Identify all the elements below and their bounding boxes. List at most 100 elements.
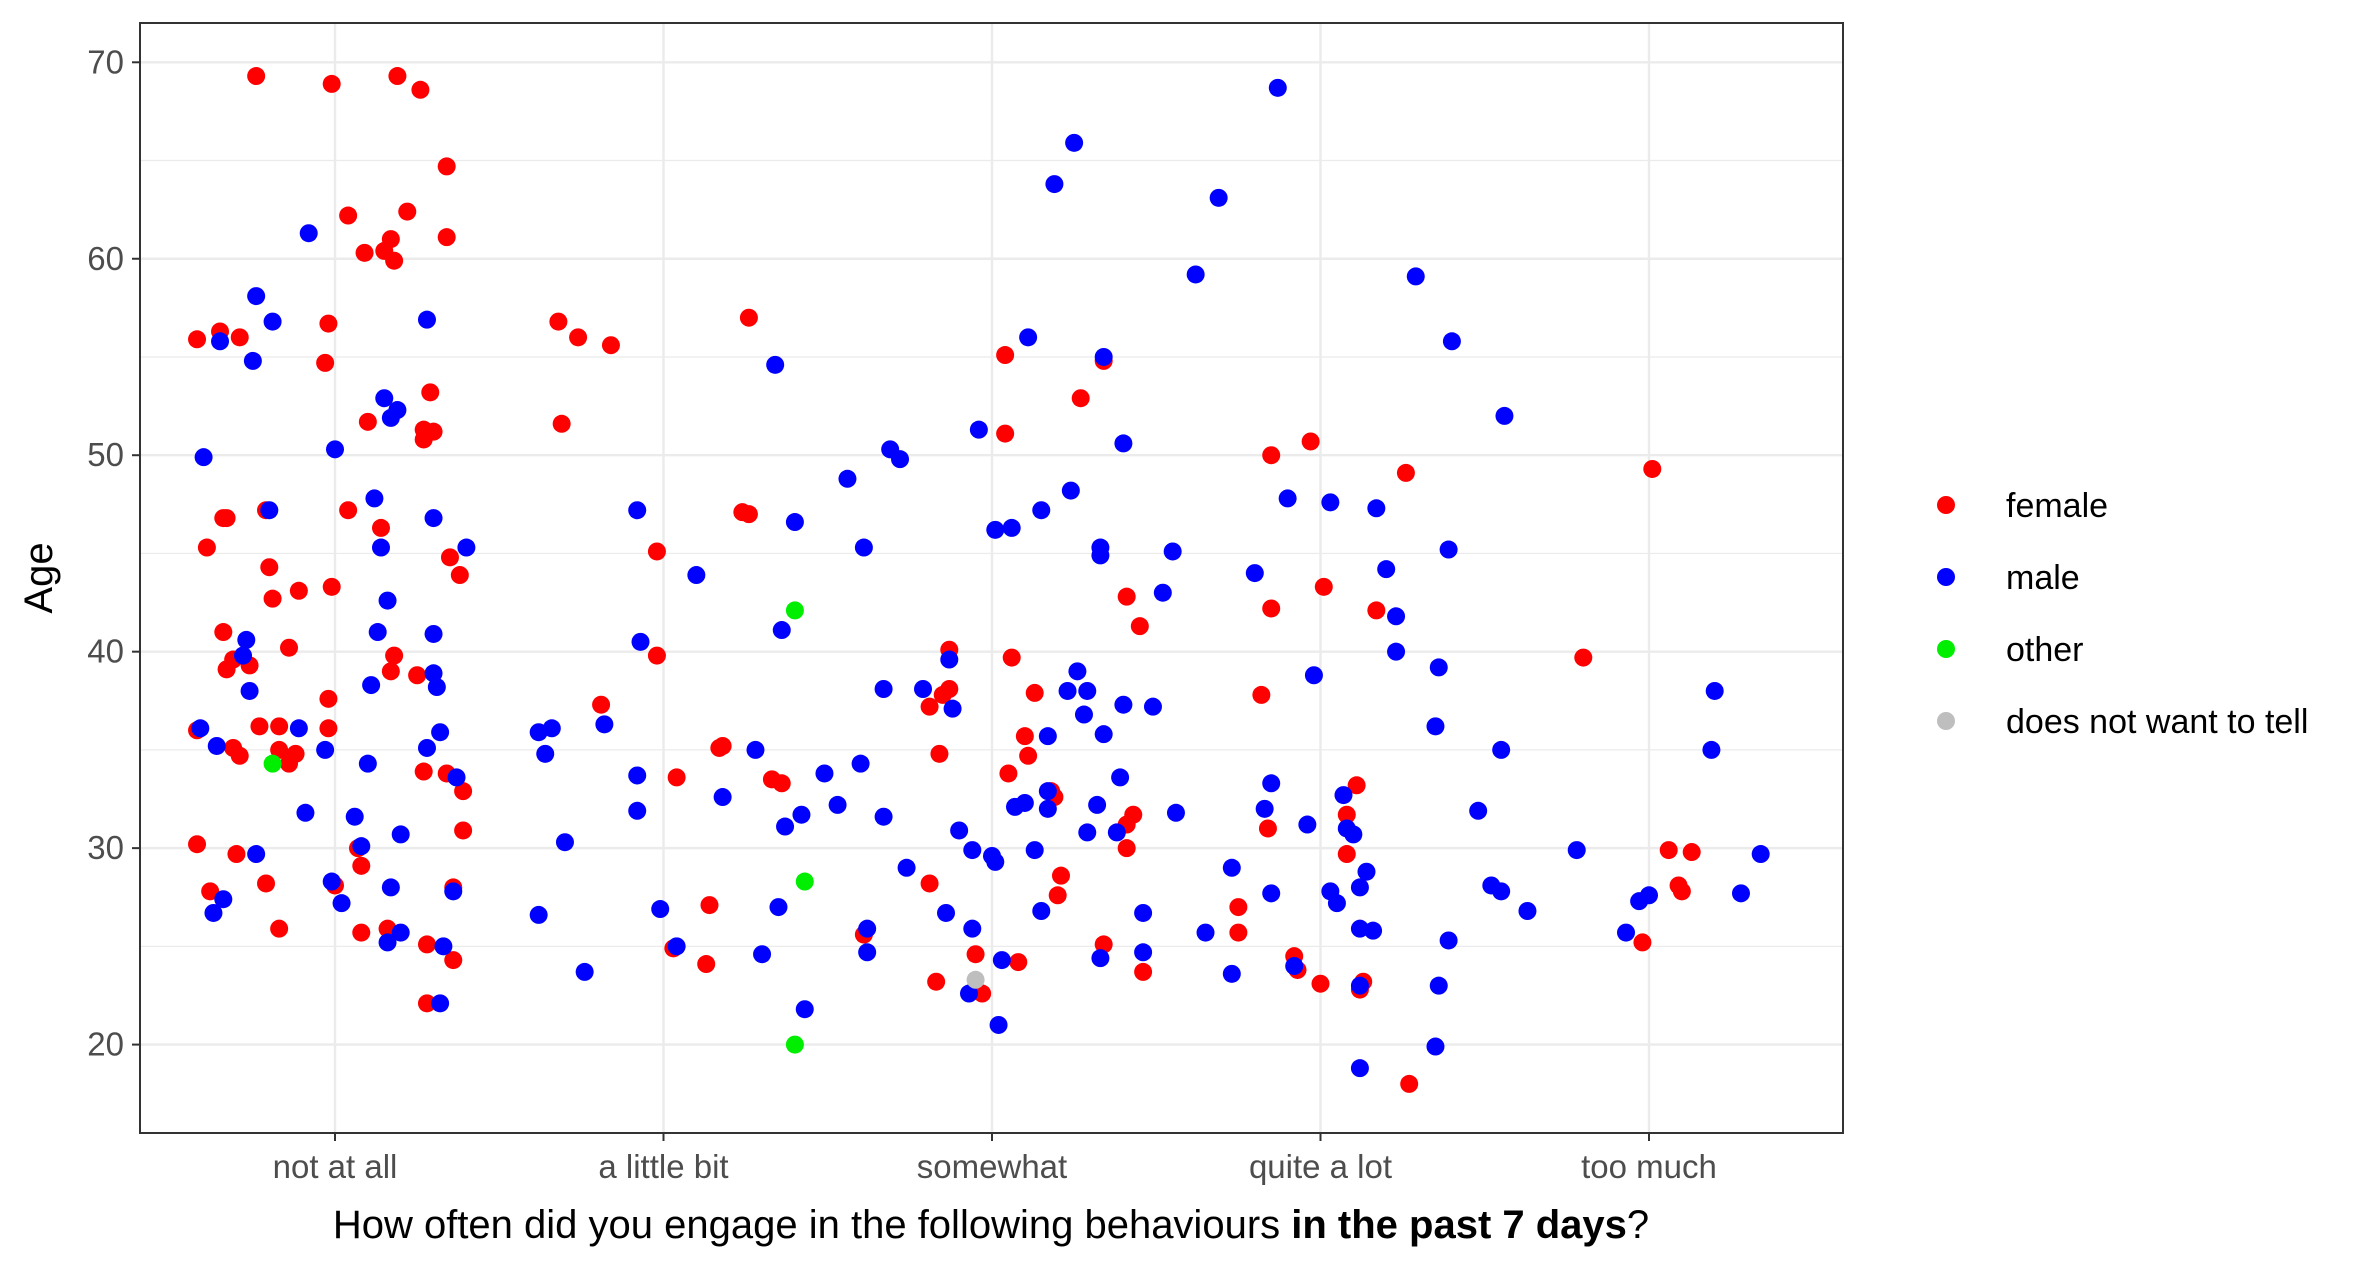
point-male xyxy=(1222,964,1241,983)
point-male xyxy=(1262,774,1281,793)
point-male xyxy=(1038,782,1057,801)
x-tick-label: somewhat xyxy=(917,1148,1067,1185)
point-female xyxy=(1314,577,1333,596)
point-female xyxy=(217,509,236,528)
y-tick-label: 20 xyxy=(87,1026,124,1063)
point-male xyxy=(914,680,933,698)
point-male xyxy=(943,699,962,718)
point-male xyxy=(1245,564,1264,583)
point-female xyxy=(1574,648,1593,667)
point-female xyxy=(319,689,338,708)
point-male xyxy=(378,933,397,952)
point-male xyxy=(1015,793,1034,812)
point-male xyxy=(1321,493,1340,512)
x-tick-label: a little bit xyxy=(598,1148,728,1185)
point-male xyxy=(713,788,732,807)
point-male xyxy=(1114,434,1133,453)
point-female xyxy=(1301,432,1320,451)
point-male xyxy=(785,513,804,532)
x-axis-title: How often did you engage in the followin… xyxy=(333,1203,1649,1247)
point-male xyxy=(263,312,282,331)
point-male xyxy=(260,501,279,520)
point-male xyxy=(1640,886,1658,905)
point-male xyxy=(434,937,453,956)
point-female xyxy=(930,744,949,763)
point-male xyxy=(1495,406,1514,425)
point-male xyxy=(424,624,443,643)
point-female xyxy=(996,424,1015,443)
point-male xyxy=(1705,681,1724,700)
point-male xyxy=(667,937,686,956)
point-male xyxy=(1032,501,1051,520)
point-female xyxy=(1019,746,1038,765)
point-male xyxy=(1469,801,1488,820)
point-male xyxy=(391,825,410,844)
y-tick-label: 30 xyxy=(87,829,124,866)
point-female xyxy=(355,243,374,262)
point-female xyxy=(739,308,758,327)
point-male xyxy=(358,754,377,773)
point-male xyxy=(431,994,450,1013)
x-tick-label: quite a lot xyxy=(1249,1148,1392,1185)
point-male xyxy=(1429,976,1448,995)
point-female xyxy=(270,717,289,736)
point-female xyxy=(352,923,371,942)
axes: 20 30 40 50 60 70 not at all a little bit somewh… xyxy=(87,43,1717,1185)
point-female xyxy=(417,994,436,1013)
point-female xyxy=(339,206,358,225)
point-female xyxy=(1048,886,1067,905)
point-female xyxy=(197,538,216,557)
point-male xyxy=(431,723,450,742)
y-tick-label: 70 xyxy=(87,43,124,80)
point-male xyxy=(1107,823,1126,842)
point-male xyxy=(207,736,226,755)
point-male xyxy=(969,420,988,439)
point-male xyxy=(555,833,574,852)
point-female xyxy=(358,412,377,431)
point-female xyxy=(973,984,992,1003)
point-male xyxy=(1134,903,1153,922)
point-male xyxy=(1567,841,1586,860)
point-male xyxy=(211,332,230,351)
point-female xyxy=(319,314,338,333)
point-male xyxy=(937,903,956,922)
point-male xyxy=(542,719,561,738)
point-male xyxy=(1327,894,1346,913)
point-female xyxy=(227,845,246,864)
point-male xyxy=(362,676,381,695)
point-male xyxy=(365,489,384,508)
point-male xyxy=(1111,768,1130,787)
point-male xyxy=(963,841,982,860)
point-female xyxy=(1009,953,1028,972)
point-female xyxy=(667,768,686,787)
point-female xyxy=(1633,933,1652,952)
x-axis-title-part: How often did you engage in the followin… xyxy=(333,1203,1291,1247)
point-female xyxy=(388,67,407,86)
point-male xyxy=(375,389,394,408)
point-male xyxy=(1731,884,1750,903)
point-female xyxy=(1311,974,1330,993)
point-male xyxy=(874,680,893,698)
point-female xyxy=(444,951,463,970)
point-male xyxy=(1268,78,1287,97)
point-female xyxy=(1117,587,1136,606)
point-female xyxy=(1396,463,1415,482)
point-female xyxy=(454,821,473,840)
point-male xyxy=(1091,546,1110,565)
point-male xyxy=(1387,642,1406,661)
point-other xyxy=(785,1035,804,1054)
point-male xyxy=(1439,931,1458,950)
point-female xyxy=(1094,935,1113,954)
point-female xyxy=(1229,898,1248,917)
point-female xyxy=(647,542,666,561)
point-female xyxy=(966,945,985,964)
point-female xyxy=(421,383,440,402)
point-male xyxy=(332,894,351,913)
point-female xyxy=(569,328,588,347)
point-female xyxy=(927,972,946,991)
grid-lines xyxy=(140,23,1843,1133)
point-male xyxy=(792,805,811,824)
point-male xyxy=(1114,695,1133,714)
point-male xyxy=(1078,823,1097,842)
point-male xyxy=(1406,267,1425,286)
